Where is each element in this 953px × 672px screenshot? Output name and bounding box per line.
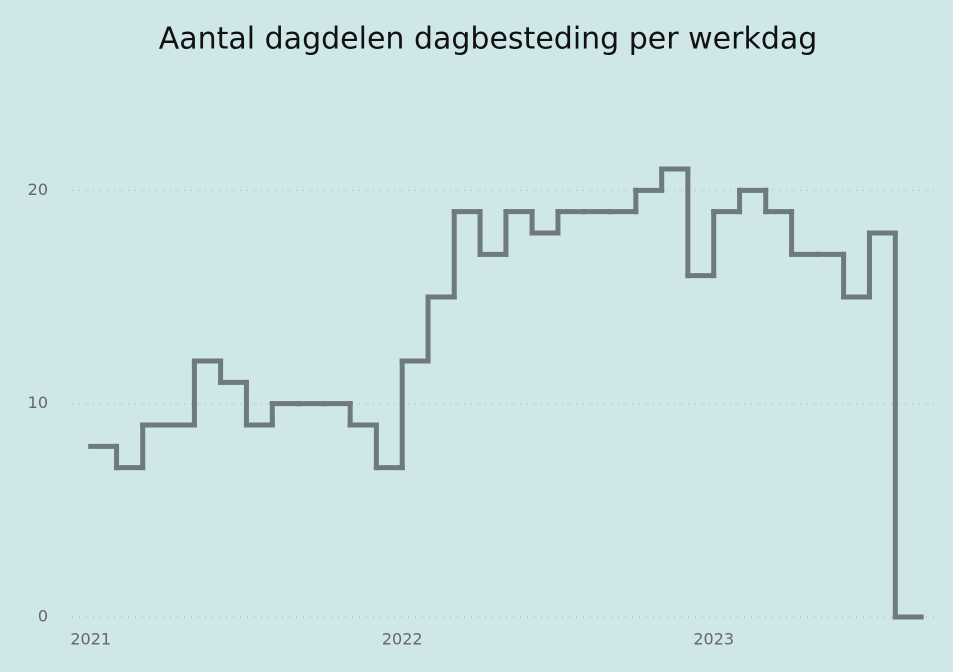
chart-title: Aantal dagdelen dagbesteding per werkdag <box>159 22 818 57</box>
y-tick-label: 20 <box>28 180 48 199</box>
x-tick-label: 2022 <box>382 630 423 649</box>
y-tick-label: 0 <box>38 607 48 626</box>
y-tick-label: 10 <box>28 393 48 412</box>
x-tick-label: 2021 <box>70 630 111 649</box>
x-tick-label: 2023 <box>693 630 734 649</box>
